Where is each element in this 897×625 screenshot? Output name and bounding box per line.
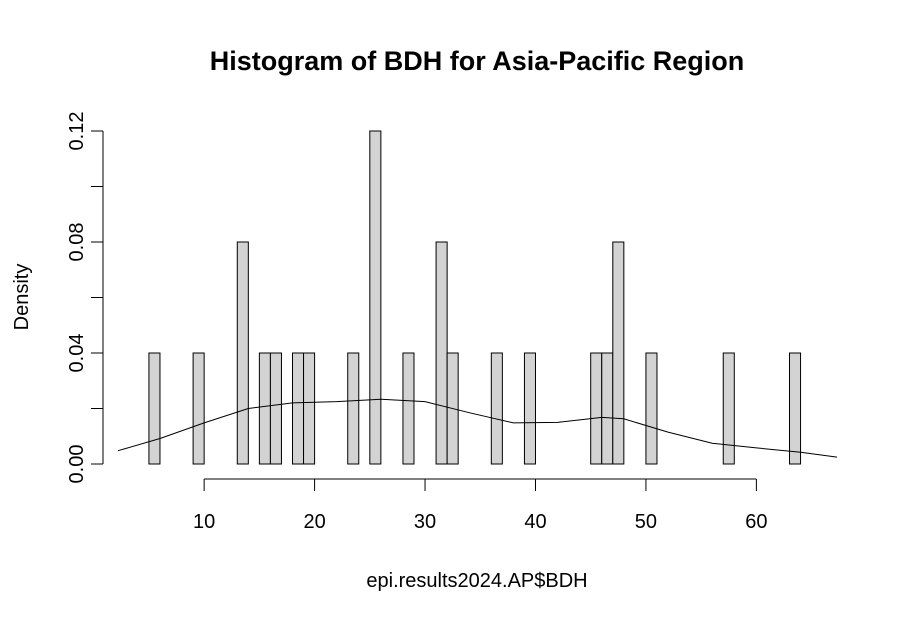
- histogram-bar-1: [148, 352, 161, 465]
- histogram-bar-11: [435, 241, 448, 465]
- x-tick-label: 60: [745, 511, 767, 533]
- histogram-bar-13: [490, 352, 503, 465]
- x-axis-label: epi.results2024.AP$BDH: [366, 570, 587, 592]
- y-axis-ticks: 0.00 0.04 0.08 0.12: [66, 112, 103, 484]
- x-axis-ticks: 10 20 30 40 50 60: [193, 479, 767, 533]
- chart-title: Histogram of BDH for Asia-Pacific Region: [210, 46, 745, 76]
- histogram-bar-17: [612, 241, 625, 465]
- histogram-bar-18: [645, 352, 658, 465]
- histogram-bar-16: [601, 352, 614, 465]
- histogram-bar-20: [789, 352, 802, 465]
- x-tick-label: 30: [414, 511, 436, 533]
- histogram-bar-15: [590, 352, 603, 465]
- x-tick-label: 50: [635, 511, 657, 533]
- y-axis-label: Density: [11, 264, 33, 331]
- histogram-bar-14: [523, 352, 536, 465]
- density-curve: [117, 398, 838, 458]
- histogram-bar-10: [402, 352, 415, 465]
- x-tick-label: 10: [193, 511, 215, 533]
- histogram-bar-19: [722, 352, 735, 465]
- histogram-bar-3: [236, 241, 249, 465]
- histogram-bar-7: [303, 352, 316, 465]
- y-tick-label: 0.12: [66, 112, 88, 151]
- histogram-bar-4: [258, 352, 271, 465]
- histogram-bars: [148, 130, 802, 465]
- y-tick-label: 0.08: [66, 223, 88, 262]
- y-tick-label: 0.04: [66, 334, 88, 373]
- y-tick-label: 0.00: [66, 445, 88, 484]
- histogram-bar-6: [292, 352, 305, 465]
- histogram-bar-5: [269, 352, 282, 465]
- histogram-bar-2: [192, 352, 205, 465]
- x-tick-label: 20: [303, 511, 325, 533]
- x-tick-label: 40: [524, 511, 546, 533]
- histogram-bar-8: [347, 352, 360, 465]
- histogram-bar-9: [369, 130, 382, 465]
